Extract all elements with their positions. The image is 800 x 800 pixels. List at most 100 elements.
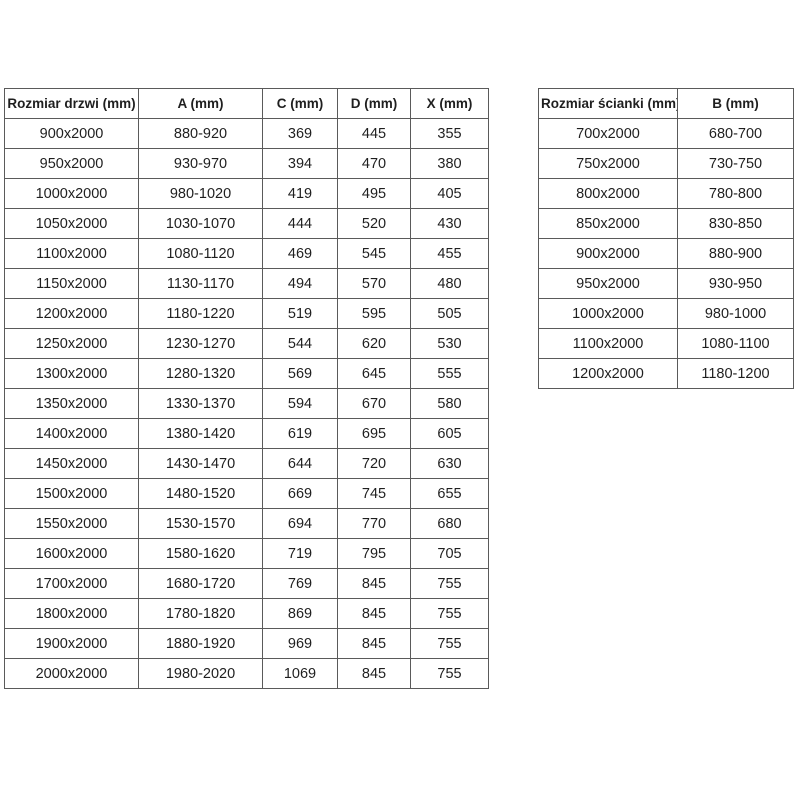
table-cell: 1050x2000 — [4, 208, 139, 239]
table-cell: 1250x2000 — [4, 328, 139, 359]
table-cell: 1480-1520 — [138, 478, 263, 509]
table-cell: 569 — [262, 358, 338, 389]
table-cell: 680 — [410, 508, 489, 539]
table-cell: 2000x2000 — [4, 658, 139, 689]
table-cell: 769 — [262, 568, 338, 599]
table-cell: 719 — [262, 538, 338, 569]
table-cell: 900x2000 — [538, 238, 678, 269]
table-cell: 1780-1820 — [138, 598, 263, 629]
table-cell: 980-1000 — [677, 298, 794, 329]
table-cell: 630 — [410, 448, 489, 479]
table-cell: 1200x2000 — [4, 298, 139, 329]
table-cell: 669 — [262, 478, 338, 509]
table-cell: 745 — [337, 478, 411, 509]
table-cell: 1100x2000 — [538, 328, 678, 359]
table-cell: 750x2000 — [538, 148, 678, 179]
table-cell: 1069 — [262, 658, 338, 689]
table-cell: 1150x2000 — [4, 268, 139, 299]
column-header: C (mm) — [262, 88, 338, 119]
column-header: A (mm) — [138, 88, 263, 119]
table-cell: 980-1020 — [138, 178, 263, 209]
table-cell: 845 — [337, 598, 411, 629]
header-row: Rozmiar drzwi (mm) A (mm) C (mm) D (mm) X (m… — [4, 88, 489, 119]
table-cell: 570 — [337, 268, 411, 299]
table-row: 900x2000 880-920 369 445 355 — [4, 118, 489, 149]
table-cell: 355 — [410, 118, 489, 149]
table-cell: 1580-1620 — [138, 538, 263, 569]
table-cell: 580 — [410, 388, 489, 419]
table-row: 1500x2000 1480-1520 669 745 655 — [4, 478, 489, 509]
table-cell: 605 — [410, 418, 489, 449]
table-cell: 620 — [337, 328, 411, 359]
table-cell: 795 — [337, 538, 411, 569]
table-row: 850x2000 830-850 — [538, 208, 794, 239]
table-cell: 670 — [337, 388, 411, 419]
table-cell: 1330-1370 — [138, 388, 263, 419]
table-cell: 445 — [337, 118, 411, 149]
table-cell: 770 — [337, 508, 411, 539]
table-cell: 469 — [262, 238, 338, 269]
table-cell: 880-900 — [677, 238, 794, 269]
table-cell: 950x2000 — [4, 148, 139, 179]
table-cell: 470 — [337, 148, 411, 179]
table-cell: 1180-1220 — [138, 298, 263, 329]
table-row: 950x2000 930-950 — [538, 268, 794, 299]
table-row: 1050x2000 1030-1070 444 520 430 — [4, 208, 489, 239]
table-cell: 544 — [262, 328, 338, 359]
table-cell: 594 — [262, 388, 338, 419]
table-row: 1400x2000 1380-1420 619 695 605 — [4, 418, 489, 449]
table-cell: 519 — [262, 298, 338, 329]
table-cell: 1500x2000 — [4, 478, 139, 509]
table-cell: 1400x2000 — [4, 418, 139, 449]
table-cell: 1130-1170 — [138, 268, 263, 299]
table-cell: 1080-1100 — [677, 328, 794, 359]
table-row: 1100x2000 1080-1120 469 545 455 — [4, 238, 489, 269]
table-cell: 845 — [337, 628, 411, 659]
table-cell: 755 — [410, 628, 489, 659]
table-cell: 1230-1270 — [138, 328, 263, 359]
column-header: D (mm) — [337, 88, 411, 119]
table-cell: 869 — [262, 598, 338, 629]
table-cell: 1600x2000 — [4, 538, 139, 569]
table-cell: 930-970 — [138, 148, 263, 179]
table-cell: 845 — [337, 568, 411, 599]
table-row: 800x2000 780-800 — [538, 178, 794, 209]
table-row: 700x2000 680-700 — [538, 118, 794, 149]
table-cell: 930-950 — [677, 268, 794, 299]
table-cell: 730-750 — [677, 148, 794, 179]
table-row: 1800x2000 1780-1820 869 845 755 — [4, 598, 489, 629]
table-cell: 1000x2000 — [538, 298, 678, 329]
table-cell: 969 — [262, 628, 338, 659]
table-cell: 1180-1200 — [677, 358, 794, 389]
table-cell: 380 — [410, 148, 489, 179]
wall-panel-size-table: Rozmiar ścianki (mm) B (mm) 700x2000 680-70… — [538, 88, 794, 389]
table-cell: 495 — [337, 178, 411, 209]
table-cell: 880-920 — [138, 118, 263, 149]
table-cell: 845 — [337, 658, 411, 689]
table-cell: 755 — [410, 598, 489, 629]
table-cell: 680-700 — [677, 118, 794, 149]
table-cell: 545 — [337, 238, 411, 269]
table-row: 1000x2000 980-1020 419 495 405 — [4, 178, 489, 209]
table-cell: 419 — [262, 178, 338, 209]
table-cell: 394 — [262, 148, 338, 179]
table-row: 1450x2000 1430-1470 644 720 630 — [4, 448, 489, 479]
table-cell: 695 — [337, 418, 411, 449]
table-cell: 1280-1320 — [138, 358, 263, 389]
table-row: 1200x2000 1180-1200 — [538, 358, 794, 389]
table-cell: 1200x2000 — [538, 358, 678, 389]
table-cell: 720 — [337, 448, 411, 479]
table-cell: 369 — [262, 118, 338, 149]
table-cell: 1900x2000 — [4, 628, 139, 659]
table-cell: 444 — [262, 208, 338, 239]
table-cell: 1880-1920 — [138, 628, 263, 659]
table-cell: 1380-1420 — [138, 418, 263, 449]
table-cell: 800x2000 — [538, 178, 678, 209]
table-cell: 700x2000 — [538, 118, 678, 149]
table-cell: 694 — [262, 508, 338, 539]
table-row: 1250x2000 1230-1270 544 620 530 — [4, 328, 489, 359]
table-cell: 1680-1720 — [138, 568, 263, 599]
table-cell: 505 — [410, 298, 489, 329]
table-cell: 480 — [410, 268, 489, 299]
table-cell: 1980-2020 — [138, 658, 263, 689]
